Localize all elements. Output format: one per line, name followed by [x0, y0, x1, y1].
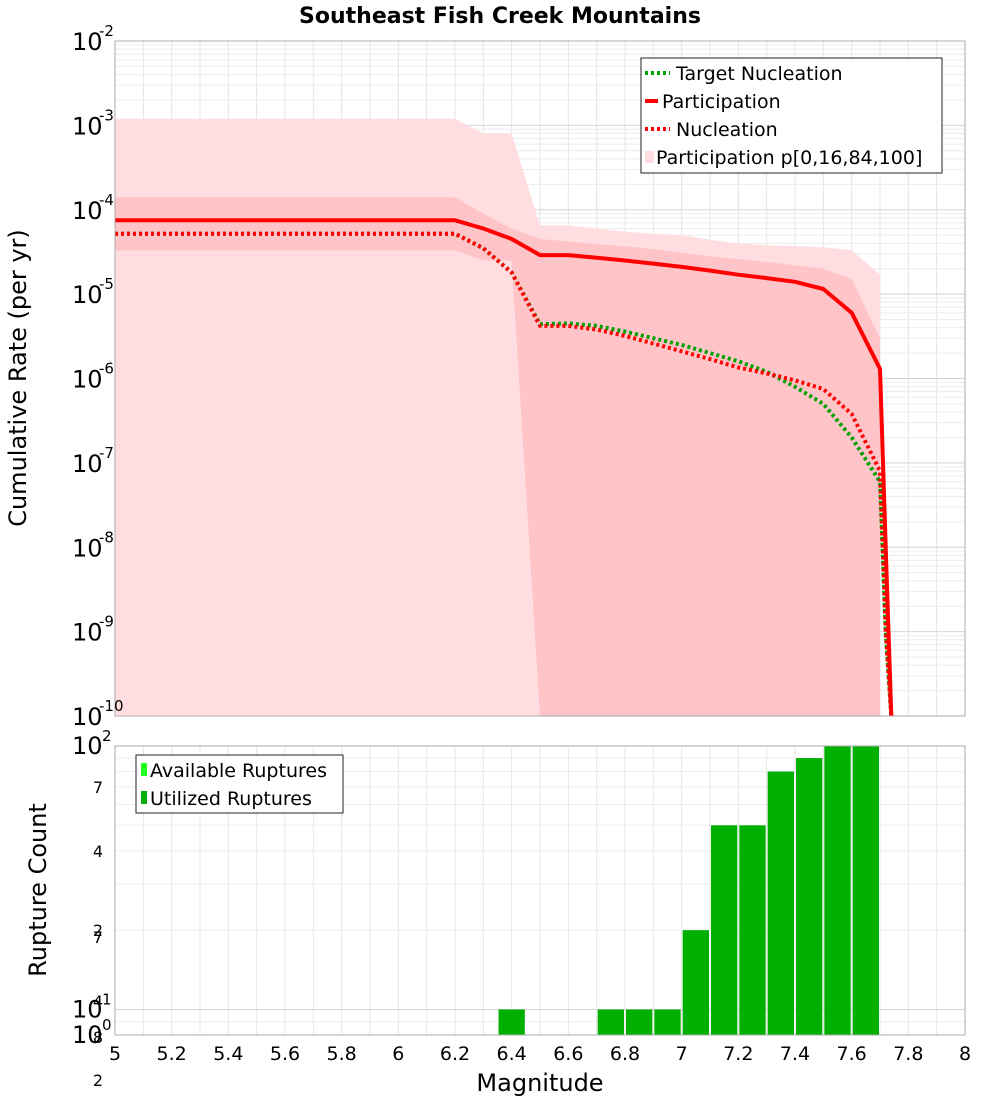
bottom-legend-label: Utilized Ruptures: [150, 788, 312, 810]
y-tick-base: 10: [72, 995, 103, 1023]
utilized-rupture-bar: [767, 771, 794, 1035]
bottom-legend-box: [135, 754, 344, 814]
y-tick-exponent: -8: [99, 528, 114, 546]
participation-p16-84-band: [115, 197, 880, 717]
available-ruptures-swatch: [141, 763, 147, 776]
top-y-tick-label: 10-5: [72, 275, 114, 309]
y-tick-base: 10: [72, 112, 103, 140]
bottom-legend: Available Ruptures Utilized Ruptures: [135, 754, 344, 814]
bottom-y-axis-label: Rupture Count: [24, 803, 52, 977]
bottom-y-major-label: 10 2: [72, 727, 112, 760]
y-tick-exponent: -10: [99, 697, 124, 715]
top-y-tick-label: 10-3: [72, 106, 114, 140]
bottom-y-minor-label: 7: [93, 928, 103, 947]
top-y-axis-label: Cumulative Rate (per yr): [4, 229, 32, 527]
participation-line: [115, 218, 894, 717]
x-tick-label: 5.8: [327, 1043, 357, 1065]
x-tick-label: 6.6: [553, 1043, 583, 1065]
bottom-y-major-label: 10 1: [72, 990, 112, 1023]
x-tick-label: 7.8: [893, 1043, 923, 1065]
bottom-y-minor-label: 7: [93, 778, 103, 797]
y-tick-exponent: -2: [99, 22, 114, 40]
top-y-tick-label: 10-10: [72, 697, 124, 731]
x-tick-label: 6.4: [497, 1043, 527, 1065]
y-tick-base: 10: [72, 1021, 103, 1049]
x-tick-label: 7: [676, 1043, 688, 1065]
bottom-y-major-label: 10 0: [72, 1016, 112, 1049]
top-legend-box: [640, 57, 943, 174]
top-y-tick-label: 10-6: [72, 360, 114, 394]
y-tick-exponent: 0: [102, 1016, 112, 1034]
x-tick-label: 6.8: [610, 1043, 640, 1065]
y-tick-exponent: -7: [99, 444, 114, 462]
y-tick-exponent: -6: [99, 360, 114, 378]
y-tick-exponent: -3: [99, 106, 114, 124]
top-y-tick-label: 10-8: [72, 528, 114, 562]
top-y-tick-label: 10-2: [72, 22, 114, 56]
bottom-y-minor-label: 2: [93, 921, 103, 940]
y-tick-base: 10: [72, 619, 103, 647]
utilized-rupture-bar: [654, 1009, 681, 1035]
bottom-plot-frame: [114, 745, 966, 1036]
top-plot-frame: [114, 40, 966, 717]
utilized-rupture-bar: [739, 825, 766, 1035]
utilized-rupture-bar: [852, 746, 879, 1035]
x-tick-label: 5.2: [157, 1043, 187, 1065]
y-tick-base: 10: [72, 534, 103, 562]
utilized-rupture-bar: [498, 1009, 525, 1035]
nucleation-line: [115, 231, 894, 717]
bottom-y-minor-label: 2: [93, 1071, 103, 1090]
bottom-y-minor-label: 8: [93, 1028, 103, 1047]
y-tick-exponent: -5: [99, 275, 114, 293]
x-tick-label: 7.6: [837, 1043, 867, 1065]
utilized-rupture-bar: [682, 930, 709, 1035]
x-tick-label: 7.2: [723, 1043, 753, 1065]
bottom-y-minor-label: 4: [93, 842, 103, 861]
top-legend-label: Target Nucleation: [675, 63, 843, 85]
top-legend-label: Nucleation: [676, 119, 778, 141]
top-y-tick-label: 10-4: [72, 191, 114, 225]
bottom-y-minor-label: 4: [93, 992, 103, 1011]
x-tick-label: 6: [392, 1043, 404, 1065]
y-tick-base: 10: [72, 703, 103, 731]
y-tick-exponent: 1: [102, 990, 112, 1008]
y-tick-base: 10: [72, 28, 103, 56]
utilized-rupture-bar: [824, 746, 851, 1035]
top-y-tick-label: 10-9: [72, 613, 114, 647]
x-tick-label: 6.2: [440, 1043, 470, 1065]
x-tick-label: 8: [959, 1043, 971, 1065]
chart-title: Southeast Fish Creek Mountains: [299, 4, 701, 29]
utilized-rupture-bar: [597, 1009, 624, 1035]
y-tick-base: 10: [72, 732, 103, 760]
utilized-rupture-bar: [711, 825, 738, 1035]
legend-marker-swatch: [645, 151, 654, 163]
x-tick-label: 7.4: [780, 1043, 810, 1065]
y-tick-base: 10: [72, 366, 103, 394]
utilized-rupture-bar: [626, 1009, 653, 1035]
top-panel: 10-210-310-410-510-610-710-810-910-10Tar…: [72, 22, 966, 731]
top-y-tick-label: 10-7: [72, 444, 114, 478]
top-legend: Target Nucleation Participation Nucleation…: [640, 57, 943, 174]
y-tick-base: 10: [72, 197, 103, 225]
y-tick-exponent: -9: [99, 613, 114, 631]
x-tick-label: 5.4: [213, 1043, 243, 1065]
top-legend-label: Participation: [662, 91, 781, 113]
x-tick-label: 5.6: [270, 1043, 300, 1065]
bottom-legend-label: Available Ruptures: [150, 760, 327, 782]
utilized-rupture-bar: [796, 758, 823, 1035]
y-tick-base: 10: [72, 281, 103, 309]
top-legend-label: Participation p[0,16,84,100]: [656, 147, 922, 169]
y-tick-exponent: 2: [102, 727, 112, 745]
y-tick-base: 10: [72, 450, 103, 478]
x-tick-label: 5: [109, 1043, 121, 1065]
x-axis-label: Magnitude: [476, 1069, 603, 1097]
y-tick-exponent: -4: [99, 191, 114, 209]
utilized-ruptures-swatch: [141, 791, 147, 804]
